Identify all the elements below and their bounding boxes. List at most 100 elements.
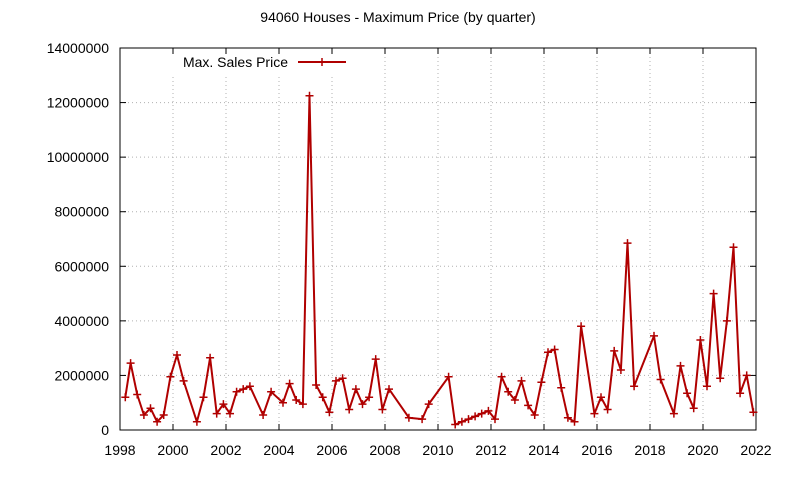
data-point-marker xyxy=(676,361,685,370)
data-point-marker xyxy=(153,417,162,426)
data-point-marker xyxy=(683,389,692,398)
data-point-marker xyxy=(371,355,380,364)
data-point-marker xyxy=(404,413,413,422)
data-point-marker xyxy=(656,375,665,384)
data-point-marker xyxy=(550,345,559,354)
data-point-marker xyxy=(703,382,711,391)
data-point-marker xyxy=(226,409,234,418)
data-point-marker xyxy=(696,336,705,344)
data-point-marker xyxy=(179,376,188,385)
x-tick-label: 2020 xyxy=(687,442,718,458)
data-point-marker xyxy=(477,409,486,418)
y-tick-label: 12000000 xyxy=(47,95,110,111)
x-axis: 1998 2000 2002 2004 2006 2008 2010 2012 2014 2016… xyxy=(104,48,772,458)
y-tick-label: 2000000 xyxy=(54,367,109,383)
data-point-marker xyxy=(139,411,148,419)
legend-marker xyxy=(318,58,326,66)
data-point-marker xyxy=(709,289,718,298)
data-point-marker xyxy=(285,379,294,388)
y-tick-label: 10000000 xyxy=(47,149,110,165)
y-axis: 0 2000000 4000000 6000000 8000000 10000000 120… xyxy=(47,40,756,438)
data-point-marker xyxy=(742,371,751,380)
data-point-marker xyxy=(245,382,254,391)
legend: Max. Sales Price xyxy=(183,54,346,70)
x-tick-label: 2022 xyxy=(740,442,771,458)
data-point-marker xyxy=(325,408,334,417)
x-tick-label: 2012 xyxy=(475,442,506,458)
data-point-marker xyxy=(517,376,526,385)
data-point-marker xyxy=(232,387,241,396)
data-point-marker xyxy=(444,372,453,381)
data-point-marker xyxy=(597,393,605,402)
data-point-marker xyxy=(121,393,130,402)
data-point-marker xyxy=(577,322,586,331)
x-tick-label: 2018 xyxy=(634,442,665,458)
y-tick-label: 6000000 xyxy=(54,258,109,274)
data-point-marker xyxy=(524,401,533,410)
grid-lines xyxy=(120,48,756,430)
data-point-marker xyxy=(484,406,493,415)
data-point-marker xyxy=(736,389,745,398)
data-point-marker xyxy=(749,408,758,417)
data-point-marker xyxy=(146,404,155,413)
data-point-marker xyxy=(530,411,539,419)
data-point-marker xyxy=(259,411,268,419)
data-point-marker xyxy=(630,382,639,391)
data-point-marker xyxy=(510,396,519,404)
y-tick-label: 8000000 xyxy=(54,204,109,220)
x-tick-label: 2006 xyxy=(316,442,347,458)
data-point-marker xyxy=(318,393,327,402)
data-point-marker xyxy=(345,405,354,414)
data-point-marker xyxy=(504,387,513,396)
data-point-marker xyxy=(239,385,248,394)
series-line xyxy=(124,94,755,426)
y-tick-label: 14000000 xyxy=(47,40,110,56)
chart-title: 94060 Houses - Maximum Price (by quarter… xyxy=(260,9,535,25)
data-point-marker xyxy=(173,351,181,359)
x-tick-label: 2000 xyxy=(157,442,188,458)
data-point-marker xyxy=(279,398,287,407)
data-point-marker xyxy=(623,239,632,248)
data-point-marker xyxy=(616,366,625,374)
data-point-marker xyxy=(332,376,340,385)
data-point-marker xyxy=(457,417,466,426)
x-tick-label: 2010 xyxy=(422,442,453,458)
data-point-marker xyxy=(159,411,168,419)
data-point-marker xyxy=(491,415,499,424)
data-point-marker xyxy=(557,383,566,392)
data-point-marker xyxy=(378,405,387,414)
data-point-marker xyxy=(206,353,215,362)
data-point-marker xyxy=(722,316,731,325)
data-point-marker xyxy=(267,387,276,396)
data-point-marker xyxy=(126,359,135,368)
data-point-marker xyxy=(563,413,572,422)
data-point-marker xyxy=(338,374,347,383)
data-point-marker xyxy=(312,381,321,389)
data-point-marker xyxy=(669,409,678,418)
data-point-marker xyxy=(716,374,725,383)
data-point-marker xyxy=(219,400,228,409)
data-point-marker xyxy=(351,385,360,394)
data-point-marker xyxy=(603,405,612,414)
legend-label: Max. Sales Price xyxy=(183,54,288,70)
data-point-marker xyxy=(451,420,460,429)
data-point-marker xyxy=(418,415,427,424)
data-point-marker xyxy=(305,91,314,100)
x-tick-label: 2014 xyxy=(528,442,559,458)
data-point-marker xyxy=(358,400,367,409)
data-point-marker xyxy=(424,400,433,409)
data-point-marker xyxy=(544,348,552,357)
data-point-marker xyxy=(570,417,579,426)
data-point-marker xyxy=(192,417,201,426)
data-point-marker xyxy=(471,412,480,421)
data-point-marker xyxy=(610,346,619,355)
data-point-marker xyxy=(199,393,208,402)
data-point-marker xyxy=(212,409,221,418)
x-tick-label: 2002 xyxy=(210,442,241,458)
data-point-marker xyxy=(590,409,599,418)
data-point-marker xyxy=(537,378,546,387)
data-point-marker xyxy=(292,396,301,404)
data-point-marker xyxy=(385,385,393,394)
x-tick-label: 1998 xyxy=(104,442,135,458)
